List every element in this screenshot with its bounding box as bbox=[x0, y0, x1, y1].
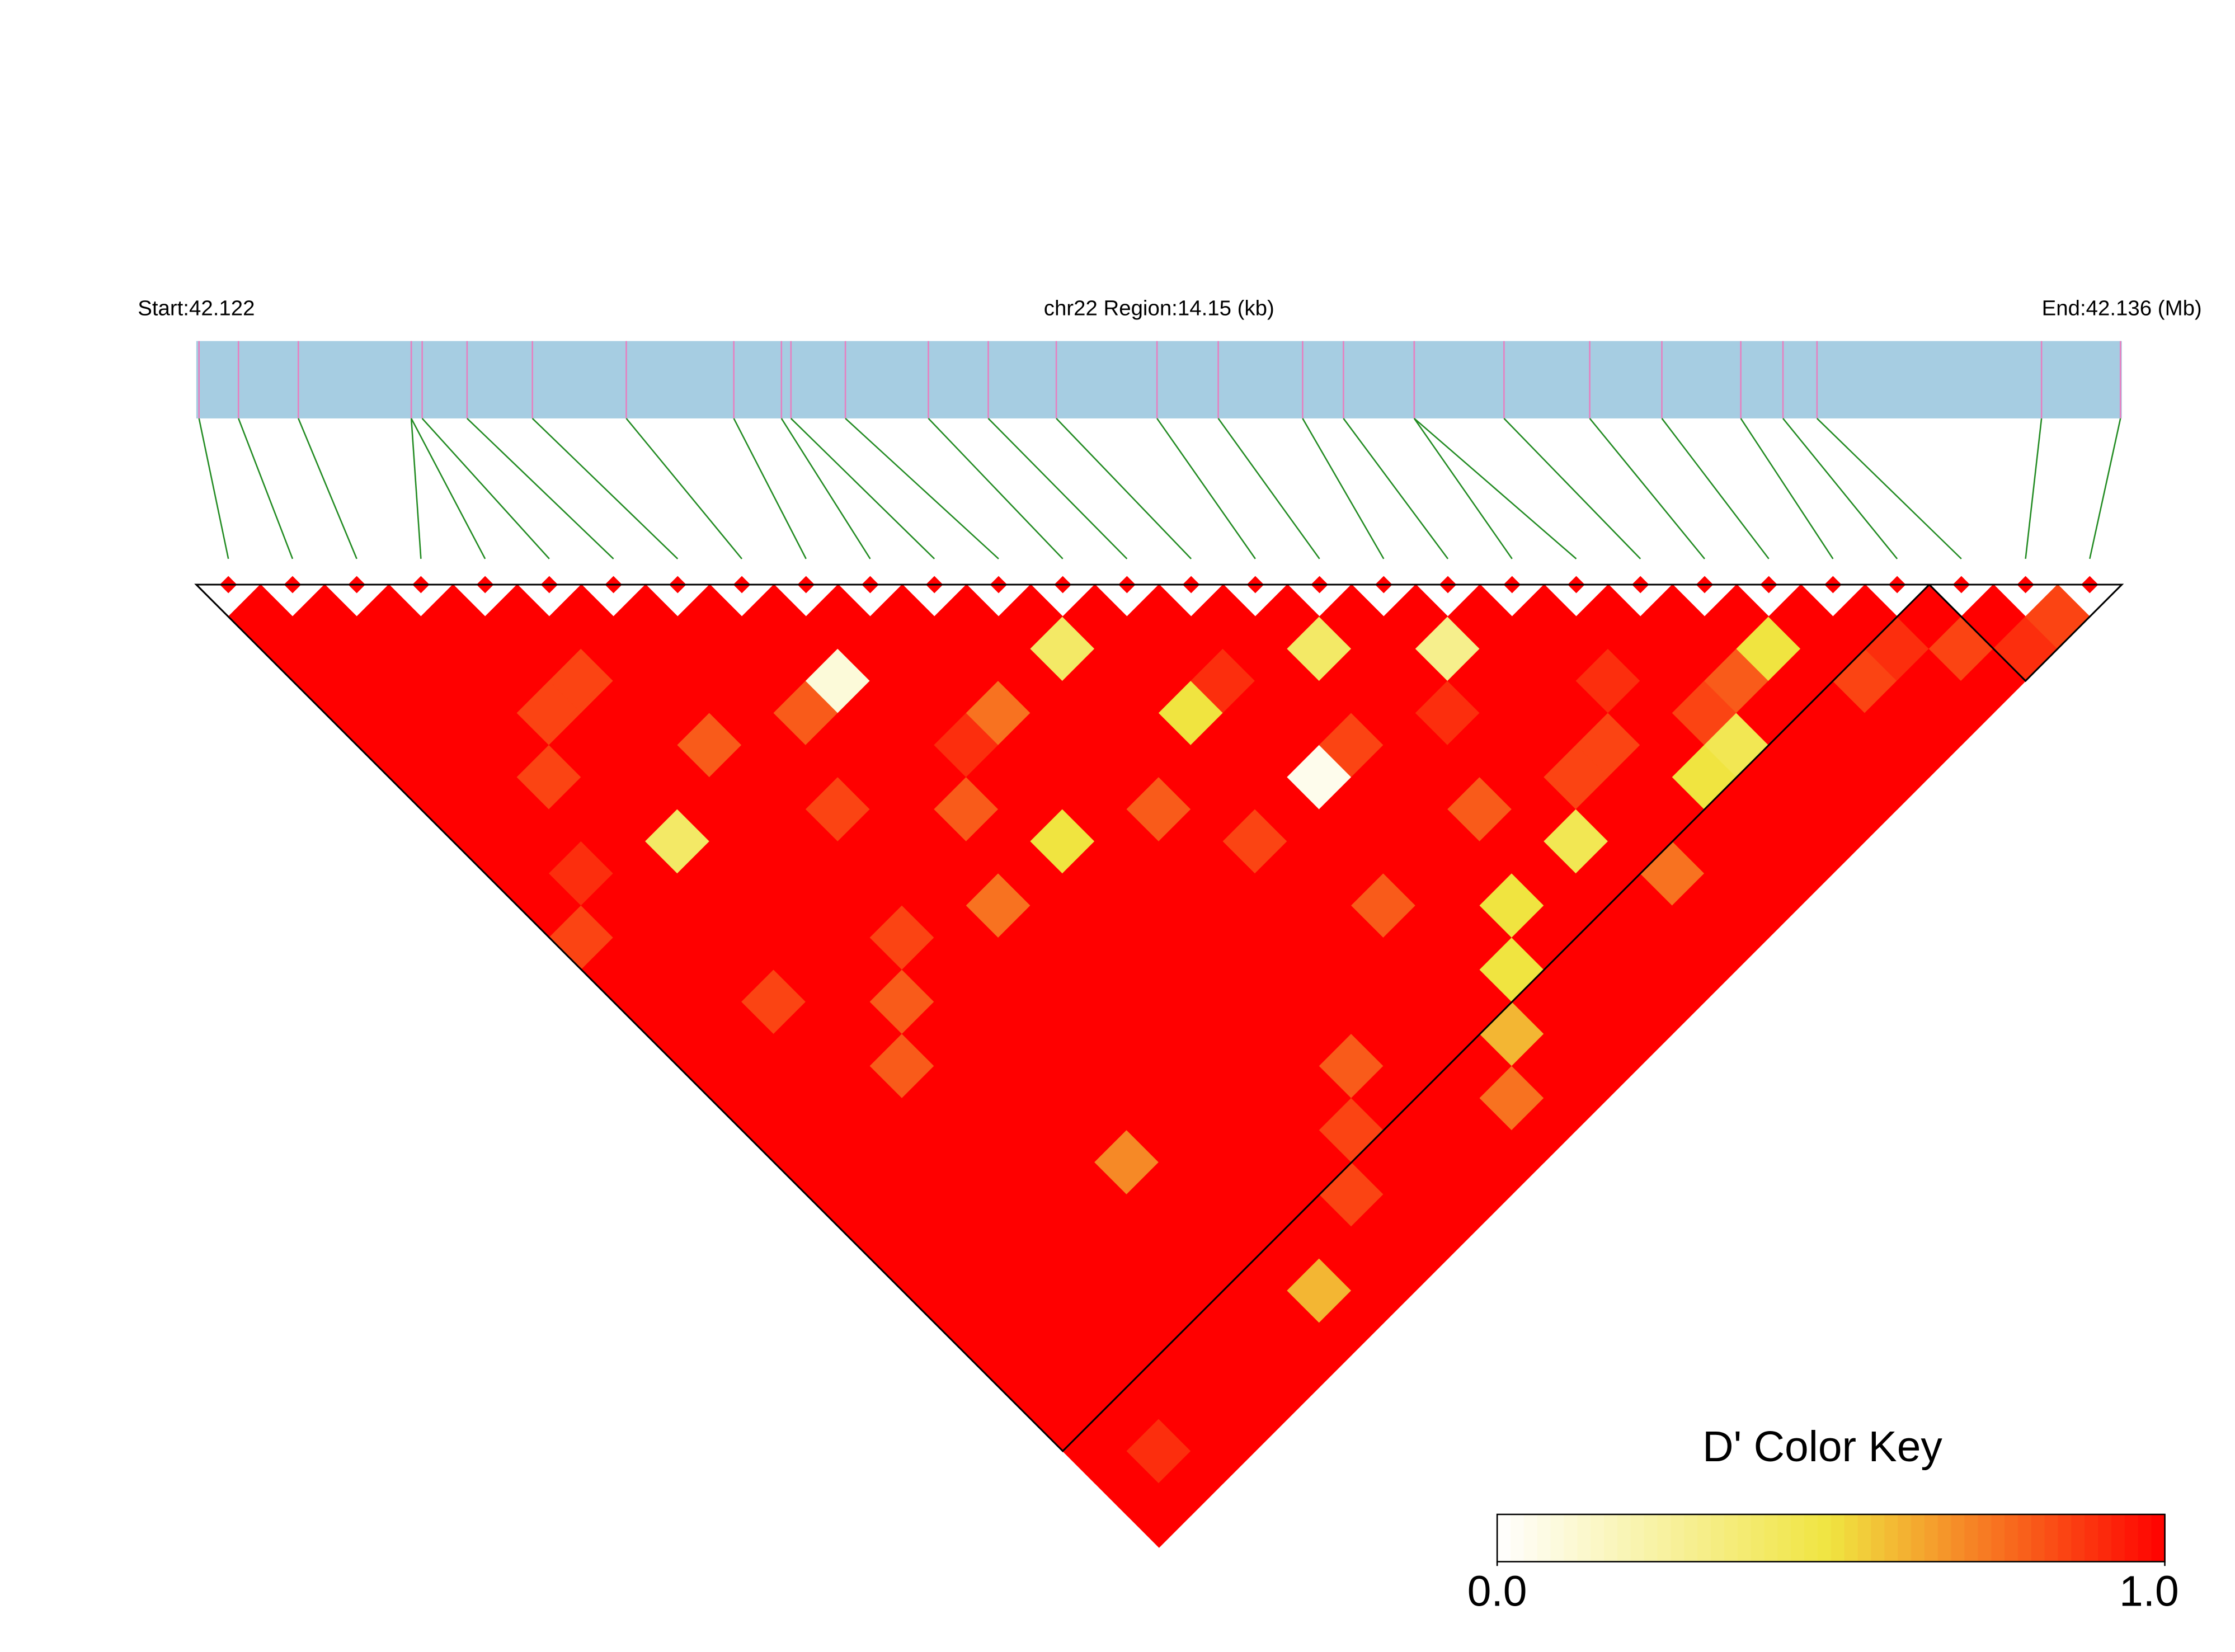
snp-connector bbox=[1343, 418, 1449, 559]
color-key-step bbox=[2017, 1514, 2032, 1562]
color-key-step bbox=[1537, 1514, 1551, 1562]
color-key-step bbox=[1523, 1514, 1538, 1562]
snp-connector bbox=[1056, 418, 1192, 559]
color-key-step bbox=[1937, 1514, 1952, 1562]
snp-connector bbox=[298, 418, 357, 559]
color-key-step bbox=[1978, 1514, 1992, 1562]
snp-connector bbox=[1503, 418, 1641, 559]
ld-block bbox=[194, 583, 1932, 1452]
color-key-step bbox=[1898, 1514, 1912, 1562]
color-key-step bbox=[1964, 1514, 1979, 1562]
color-key-step bbox=[1777, 1514, 1792, 1562]
snp-connector bbox=[733, 418, 807, 559]
color-key-step bbox=[1791, 1514, 1805, 1562]
color-key-step bbox=[2005, 1514, 2019, 1562]
color-key-step bbox=[1831, 1514, 1845, 1562]
color-key-step bbox=[1550, 1514, 1565, 1562]
color-key-step bbox=[2085, 1514, 2099, 1562]
snp-connector bbox=[780, 418, 871, 559]
ld-block bbox=[1927, 583, 2124, 683]
snp-connector bbox=[1782, 418, 1898, 559]
color-key-step bbox=[1630, 1514, 1645, 1562]
color-key-step bbox=[1644, 1514, 1658, 1562]
color-key-step bbox=[1697, 1514, 1712, 1562]
key-tick-label: 0.0 bbox=[1467, 1568, 1527, 1616]
snp-connector bbox=[928, 418, 1064, 559]
color-key-step bbox=[1871, 1514, 1885, 1562]
color-key-step bbox=[1857, 1514, 1872, 1562]
color-key-frame bbox=[1496, 1513, 2166, 1562]
color-key-step bbox=[1604, 1514, 1618, 1562]
color-key-step bbox=[2151, 1514, 2166, 1562]
color-key-step bbox=[1497, 1514, 1512, 1562]
key-title: D' Color Key bbox=[1702, 1423, 1942, 1471]
color-key-step bbox=[1751, 1514, 1765, 1562]
start-label: Start:42.122 bbox=[138, 296, 255, 320]
snp-connector bbox=[790, 418, 935, 559]
snp-connector bbox=[198, 418, 229, 559]
snp-connector bbox=[421, 418, 550, 559]
color-key-step bbox=[1951, 1514, 1965, 1562]
color-key-step bbox=[1577, 1514, 1592, 1562]
color-key-step bbox=[2058, 1514, 2072, 1562]
snp-connector bbox=[1661, 418, 1770, 559]
snp-connector bbox=[845, 417, 999, 559]
color-key-step bbox=[2111, 1514, 2126, 1562]
snp-connector bbox=[1414, 417, 1577, 559]
color-key-step bbox=[1711, 1514, 1725, 1562]
snp-connector bbox=[1740, 418, 1834, 559]
color-key-step bbox=[2124, 1514, 2139, 1562]
snp-connector bbox=[1413, 418, 1513, 559]
color-key-step bbox=[1737, 1514, 1752, 1562]
color-key-step bbox=[1764, 1514, 1778, 1562]
snp-connector bbox=[1156, 418, 1256, 559]
color-key-step bbox=[1564, 1514, 1578, 1562]
color-key-step bbox=[1591, 1514, 1605, 1562]
snp-connector bbox=[410, 418, 422, 559]
end-label: End:42.136 (Mb) bbox=[2042, 296, 2202, 320]
color-key-step bbox=[1511, 1514, 1525, 1562]
snp-connector bbox=[1217, 418, 1320, 559]
color-key-step bbox=[1817, 1514, 1832, 1562]
color-key-step bbox=[2138, 1514, 2152, 1562]
color-key-step bbox=[1724, 1514, 1739, 1562]
color-key-step bbox=[2031, 1514, 2045, 1562]
color-key-step bbox=[2071, 1514, 2086, 1562]
color-key-step bbox=[1684, 1514, 1698, 1562]
color-key-step bbox=[1804, 1514, 1819, 1562]
color-key-step bbox=[2098, 1514, 2112, 1562]
snp-connector bbox=[2025, 418, 2043, 559]
key-tick-label: 1.0 bbox=[2119, 1568, 2179, 1616]
snp-connector bbox=[238, 418, 294, 559]
snp-connector bbox=[625, 418, 743, 559]
snp-connector bbox=[531, 418, 679, 559]
snp-connector bbox=[1816, 418, 1962, 559]
snp-connector bbox=[1302, 418, 1385, 559]
color-key-step bbox=[1671, 1514, 1685, 1562]
snp-connector bbox=[467, 418, 614, 559]
region-bar bbox=[196, 341, 2122, 418]
color-key-step bbox=[1657, 1514, 1672, 1562]
color-key-step bbox=[1844, 1514, 1858, 1562]
region-label: chr22 Region:14.15 (kb) bbox=[1044, 296, 1274, 320]
color-key-step bbox=[1617, 1514, 1632, 1562]
snp-connector bbox=[1589, 418, 1705, 559]
color-key-step bbox=[1924, 1514, 1939, 1562]
color-key-step bbox=[1884, 1514, 1899, 1562]
snp-connector bbox=[987, 418, 1128, 559]
snp-connector bbox=[2089, 418, 2121, 559]
color-key-step bbox=[2044, 1514, 2059, 1562]
color-key-step bbox=[1991, 1514, 2006, 1562]
snp-connector bbox=[411, 418, 486, 559]
color-key-step bbox=[1911, 1514, 1926, 1562]
